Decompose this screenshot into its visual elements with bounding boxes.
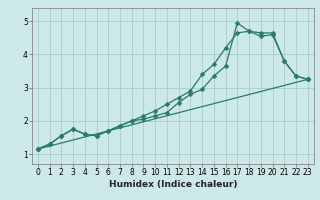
X-axis label: Humidex (Indice chaleur): Humidex (Indice chaleur) [108, 180, 237, 189]
